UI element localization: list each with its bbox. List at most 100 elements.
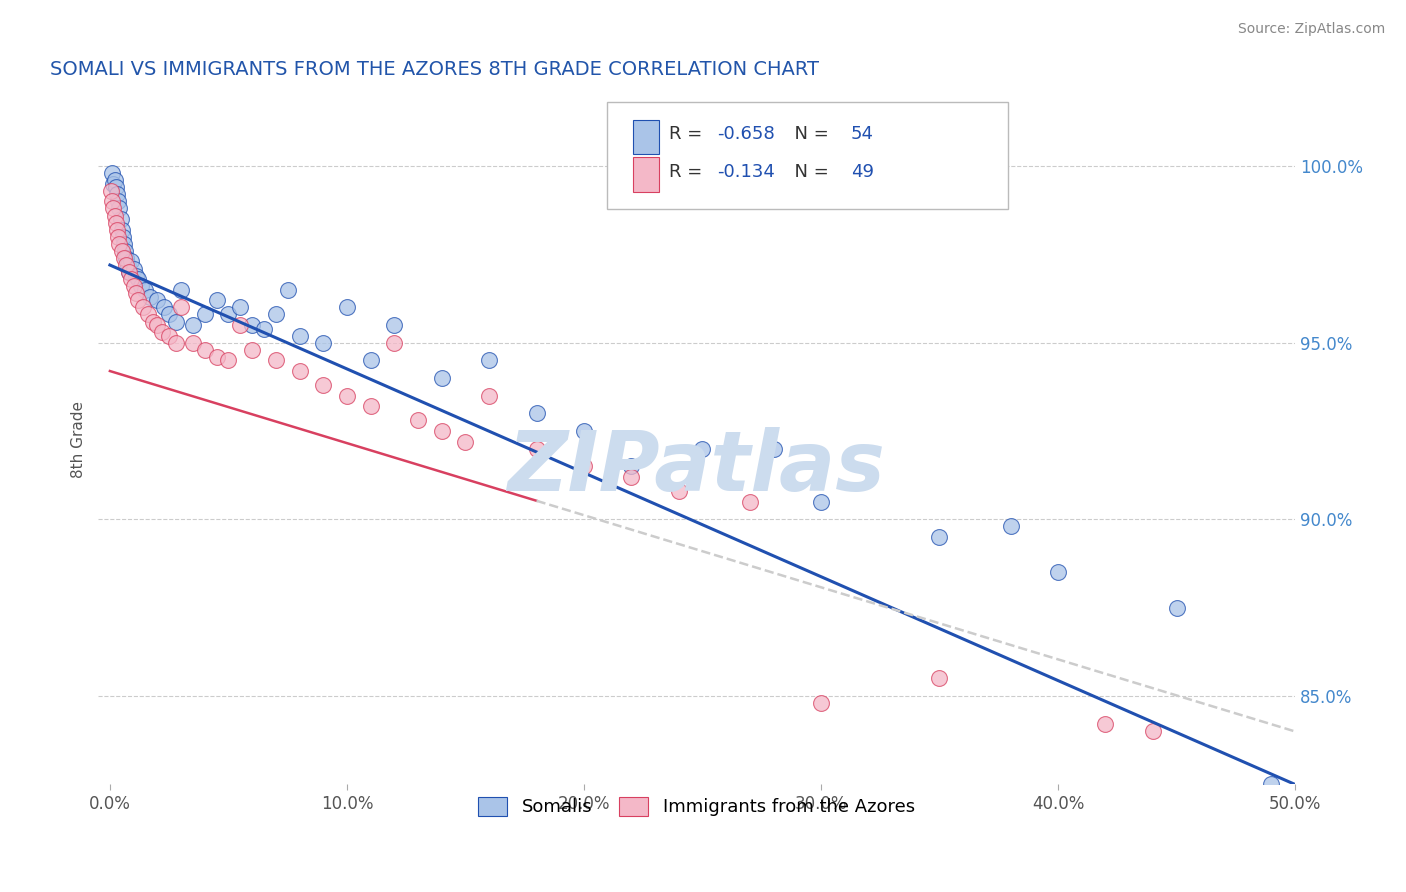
- Point: [692, 442, 714, 456]
- Text: 49: 49: [851, 162, 875, 180]
- Point: [111, 229, 134, 244]
- Point: [1046, 566, 1069, 580]
- Point: [240, 343, 263, 357]
- Text: R =: R =: [669, 162, 709, 180]
- Point: [181, 335, 204, 350]
- Point: [125, 286, 148, 301]
- Point: [277, 283, 299, 297]
- Point: [153, 301, 176, 315]
- Point: [165, 314, 187, 328]
- Point: [668, 484, 690, 499]
- Point: [146, 293, 169, 308]
- Point: [110, 212, 132, 227]
- Text: ZIPatlas: ZIPatlas: [508, 427, 886, 508]
- Point: [170, 301, 193, 315]
- Point: [122, 279, 145, 293]
- Point: [229, 301, 252, 315]
- Point: [103, 202, 125, 216]
- Point: [382, 335, 405, 350]
- Point: [762, 442, 785, 456]
- Point: [336, 389, 359, 403]
- Text: N =: N =: [783, 162, 834, 180]
- Point: [264, 353, 287, 368]
- Point: [620, 470, 643, 484]
- Point: [150, 325, 173, 339]
- Point: [142, 314, 165, 328]
- Point: [336, 301, 359, 315]
- Point: [104, 209, 127, 223]
- Point: [132, 301, 155, 315]
- Point: [406, 413, 429, 427]
- FancyBboxPatch shape: [607, 103, 1008, 209]
- Point: [205, 293, 228, 308]
- Point: [114, 244, 136, 258]
- Point: [430, 371, 453, 385]
- Point: [118, 265, 141, 279]
- Point: [108, 236, 131, 251]
- Point: [125, 268, 148, 283]
- Point: [217, 308, 239, 322]
- Point: [105, 187, 128, 202]
- Point: [118, 265, 141, 279]
- Point: [104, 173, 127, 187]
- Point: [312, 378, 335, 392]
- Text: Source: ZipAtlas.com: Source: ZipAtlas.com: [1237, 22, 1385, 37]
- Point: [253, 321, 276, 335]
- Point: [107, 229, 129, 244]
- Point: [264, 308, 287, 322]
- Point: [104, 216, 127, 230]
- Point: [205, 350, 228, 364]
- Point: [146, 318, 169, 332]
- Point: [134, 283, 156, 297]
- Point: [382, 318, 405, 332]
- FancyBboxPatch shape: [633, 158, 659, 192]
- Point: [139, 290, 162, 304]
- Text: 54: 54: [851, 125, 875, 143]
- Point: [105, 223, 128, 237]
- Point: [111, 223, 134, 237]
- Point: [1000, 519, 1022, 533]
- Point: [810, 696, 832, 710]
- Point: [194, 343, 217, 357]
- Point: [108, 202, 131, 216]
- Point: [115, 251, 138, 265]
- Point: [738, 495, 761, 509]
- Point: [1260, 777, 1282, 791]
- Text: N =: N =: [783, 125, 834, 143]
- Point: [136, 308, 159, 322]
- Point: [1142, 724, 1164, 739]
- Point: [312, 335, 335, 350]
- Point: [107, 194, 129, 209]
- Point: [240, 318, 263, 332]
- Point: [101, 166, 124, 180]
- Point: [120, 272, 142, 286]
- Point: [157, 308, 180, 322]
- Point: [1166, 600, 1188, 615]
- Point: [157, 328, 180, 343]
- Point: [928, 530, 950, 544]
- Point: [572, 424, 595, 438]
- Point: [430, 424, 453, 438]
- Point: [288, 364, 311, 378]
- Point: [165, 335, 187, 350]
- FancyBboxPatch shape: [633, 120, 659, 154]
- Point: [478, 353, 501, 368]
- Point: [181, 318, 204, 332]
- Point: [104, 180, 127, 194]
- Point: [810, 495, 832, 509]
- Point: [120, 254, 142, 268]
- Legend: Somalis, Immigrants from the Azores: Somalis, Immigrants from the Azores: [471, 789, 922, 823]
- Point: [122, 261, 145, 276]
- Point: [454, 434, 477, 449]
- Point: [115, 258, 138, 272]
- Point: [103, 177, 125, 191]
- Text: R =: R =: [669, 125, 709, 143]
- Point: [112, 251, 135, 265]
- Point: [478, 389, 501, 403]
- Point: [100, 184, 122, 198]
- Point: [360, 353, 382, 368]
- Point: [117, 258, 139, 272]
- Y-axis label: 8th Grade: 8th Grade: [72, 401, 86, 478]
- Point: [526, 442, 548, 456]
- Text: SOMALI VS IMMIGRANTS FROM THE AZORES 8TH GRADE CORRELATION CHART: SOMALI VS IMMIGRANTS FROM THE AZORES 8TH…: [51, 60, 820, 78]
